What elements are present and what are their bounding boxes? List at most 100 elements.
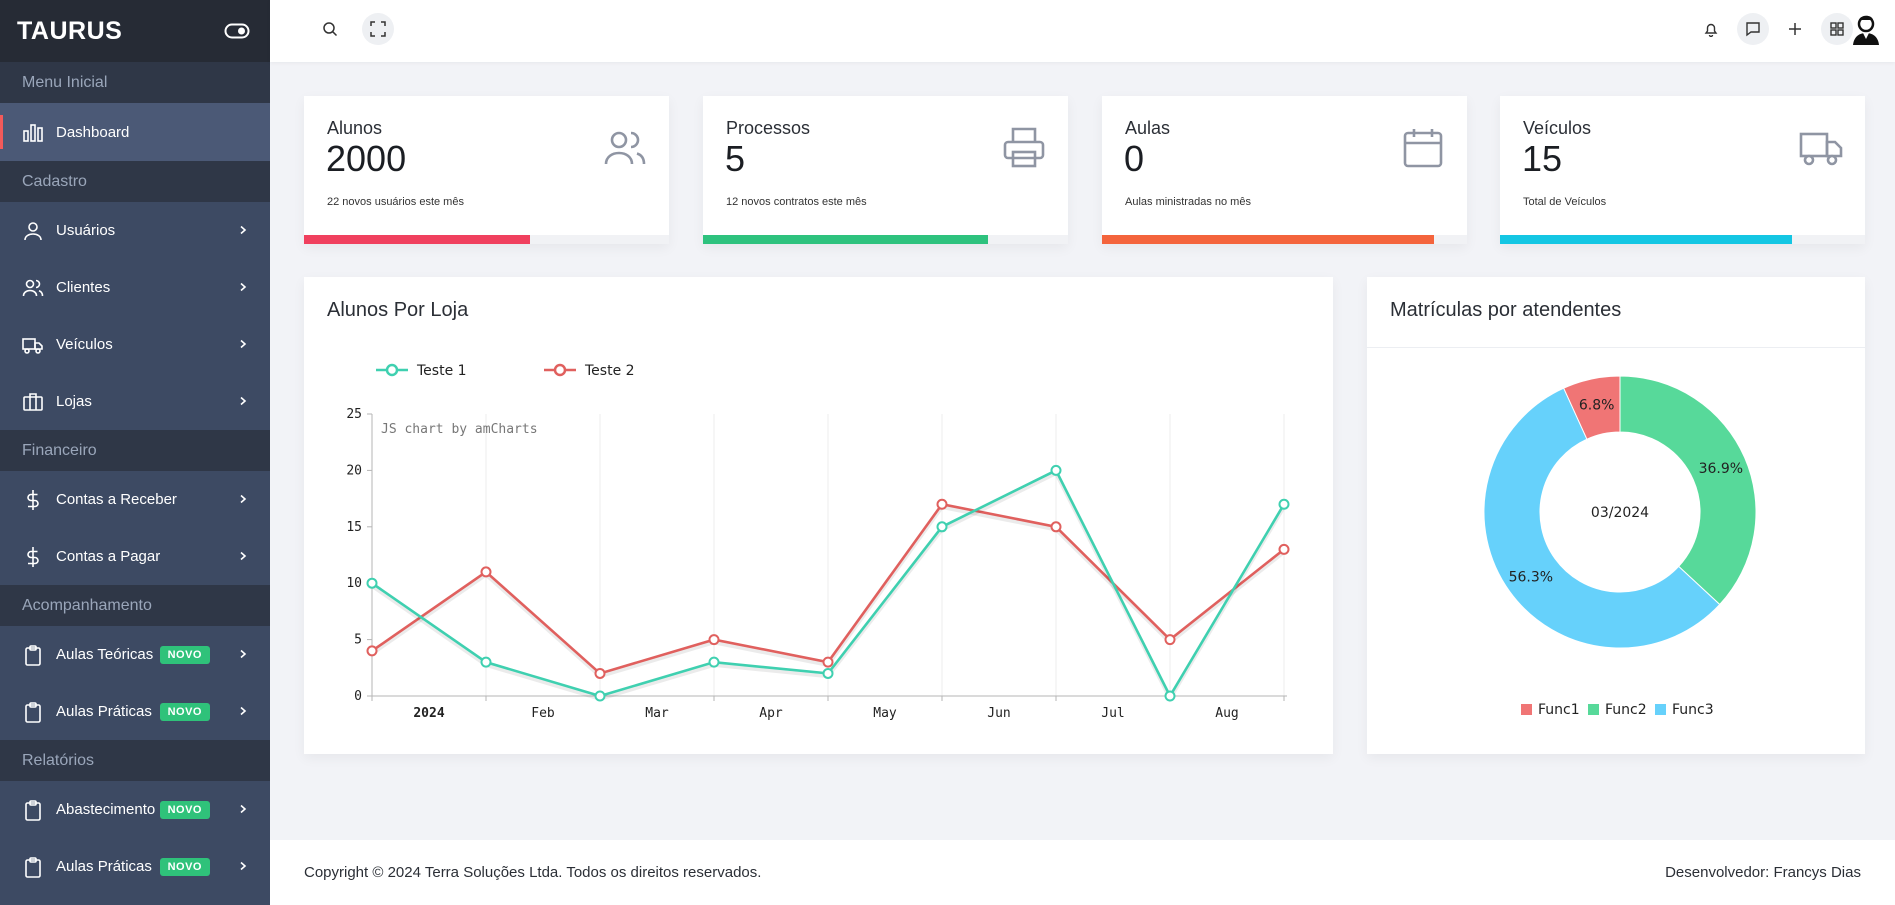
toggle-icon[interactable] (224, 22, 250, 40)
chevron-right-icon (238, 222, 248, 239)
donut-slice-func3[interactable] (1483, 387, 1721, 649)
search-icon[interactable] (314, 13, 346, 45)
progress-track (304, 235, 669, 244)
legend-marker[interactable] (385, 363, 399, 377)
progress-track (703, 235, 1068, 244)
chevron-right-icon (238, 703, 248, 720)
stat-value: 0 (1124, 138, 1145, 179)
data-point[interactable] (366, 645, 378, 657)
data-point[interactable] (480, 566, 492, 578)
sidebar-item-aulas-praticas[interactable]: Aulas Práticas NOVO (0, 838, 270, 895)
data-point[interactable] (480, 656, 492, 668)
data-point[interactable] (594, 690, 606, 702)
sidebar-item-lojas[interactable]: Lojas (0, 373, 270, 430)
briefcase-icon (22, 391, 44, 413)
data-point[interactable] (1050, 464, 1062, 476)
stat-subtitle: 22 novos usuários este mês (327, 196, 464, 208)
plus-icon[interactable] (1779, 13, 1811, 45)
sidebar-item-aulas-praticas[interactable]: Aulas Práticas NOVO (0, 683, 270, 740)
stat-value: 15 (1522, 138, 1563, 179)
dollar-icon (22, 546, 44, 568)
chevron-right-icon (238, 336, 248, 353)
slice-label: 36.9% (1699, 461, 1743, 477)
sidebar-item-dashboard[interactable]: Dashboard (0, 103, 270, 161)
progress-track (1102, 235, 1467, 244)
legend-label[interactable]: Func1 (1538, 702, 1580, 718)
sidebar-item-contas-a-receber[interactable]: Contas a Receber (0, 471, 270, 528)
legend-label[interactable]: Teste 2 (584, 363, 635, 379)
sidebar-item-label: Abastecimento (56, 801, 156, 818)
chevron-right-icon (238, 646, 248, 663)
slice-label: 6.8% (1579, 398, 1615, 414)
divider (1367, 347, 1865, 348)
chat-icon[interactable] (1737, 13, 1769, 45)
chevron-right-icon (238, 491, 248, 508)
y-tick-label: 25 (346, 407, 362, 422)
stat-subtitle: 12 novos contratos este mês (726, 196, 867, 208)
data-point[interactable] (822, 667, 834, 679)
legend-swatch[interactable] (1588, 704, 1599, 715)
progress-bar (1102, 235, 1435, 244)
progress-bar (304, 235, 531, 244)
data-point[interactable] (822, 656, 834, 668)
sidebar-item-abastecimento[interactable]: Abastecimento NOVO (0, 781, 270, 838)
chevron-right-icon (238, 801, 248, 818)
data-point[interactable] (1164, 634, 1176, 646)
sidebar-item-label: Clientes (56, 279, 111, 296)
y-tick-label: 20 (346, 463, 362, 478)
data-point[interactable] (936, 498, 948, 510)
new-badge: NOVO (159, 800, 210, 819)
sidebar: TAURUS Menu Inicial Dashboard Cadastro Usuá… (0, 0, 270, 905)
bar-chart-icon (22, 121, 44, 143)
data-point[interactable] (1278, 543, 1290, 555)
sidebar-item-veiculos[interactable]: Veículos (0, 316, 270, 373)
data-point[interactable] (594, 667, 606, 679)
sidebar-item-aulas-teoricas[interactable]: Aulas Teóricas NOVO (0, 626, 270, 683)
donut-chart-panel: Matrículas por atendentes 6.8% 36.9% 56.3%… (1367, 277, 1865, 754)
sidebar-section-title: Relatórios (0, 740, 270, 781)
topbar (270, 0, 1895, 62)
stat-value: 2000 (326, 138, 407, 179)
brand-name: TAURUS (17, 16, 123, 45)
x-tick-label: May (873, 706, 897, 721)
stat-title: Alunos (327, 118, 383, 138)
stat-card-processos: Processos 5 12 novos contratos este mês (703, 96, 1068, 244)
data-point[interactable] (366, 577, 378, 589)
legend-label[interactable]: Teste 1 (416, 363, 467, 379)
data-point[interactable] (936, 521, 948, 533)
grid-icon[interactable] (1821, 13, 1853, 45)
chevron-right-icon (238, 858, 248, 875)
y-tick-label: 5 (354, 633, 362, 648)
x-tick-label: Apr (759, 706, 783, 721)
sidebar-item-contas-a-pagar[interactable]: Contas a Pagar (0, 528, 270, 585)
y-tick-label: 10 (346, 576, 362, 591)
clipboard-icon (22, 856, 44, 878)
fullscreen-icon[interactable] (362, 13, 394, 45)
data-point[interactable] (1050, 521, 1062, 533)
stat-value: 5 (725, 138, 746, 179)
donut-chart-title: Matrículas por atendentes (1390, 299, 1622, 321)
sidebar-item-usuarios[interactable]: Usuários (0, 202, 270, 259)
chevron-right-icon (238, 393, 248, 410)
y-tick-label: 0 (354, 689, 362, 704)
legend-marker[interactable] (553, 363, 567, 377)
data-point[interactable] (1164, 690, 1176, 702)
data-point[interactable] (1278, 498, 1290, 510)
avatar[interactable] (1849, 12, 1883, 46)
sidebar-item-clientes[interactable]: Clientes (0, 259, 270, 316)
legend-label[interactable]: Func2 (1605, 702, 1647, 718)
y-tick-label: 15 (346, 520, 362, 535)
data-point[interactable] (708, 634, 720, 646)
data-point[interactable] (708, 656, 720, 668)
new-badge: NOVO (159, 857, 210, 876)
legend-label[interactable]: Func3 (1672, 702, 1714, 718)
legend-swatch[interactable] (1655, 704, 1666, 715)
legend-swatch[interactable] (1521, 704, 1532, 715)
donut-slice-func2[interactable] (1619, 375, 1757, 606)
stat-card-alunos: Alunos 2000 22 novos usuários este mês (304, 96, 669, 244)
clipboard-icon (22, 701, 44, 723)
sidebar-item-label: Veículos (56, 336, 113, 353)
bell-icon[interactable] (1695, 13, 1727, 45)
donut-center-label: 03/2024 (1591, 505, 1649, 521)
stat-card-veiculos: Veículos 15 Total de Veículos (1500, 96, 1865, 244)
